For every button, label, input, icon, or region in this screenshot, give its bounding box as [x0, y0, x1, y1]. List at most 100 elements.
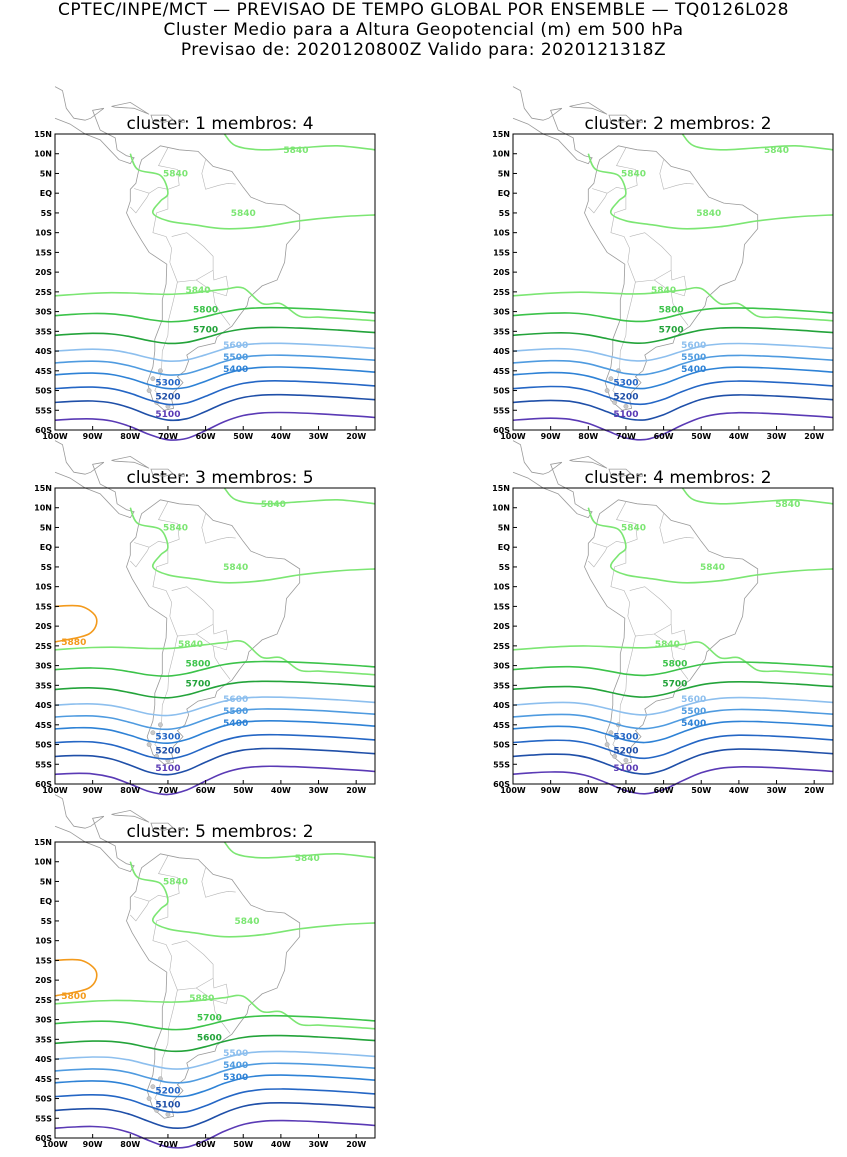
contour-5840-equatorial — [129, 861, 376, 938]
border-line — [154, 989, 178, 1107]
patagonia-islands — [146, 722, 171, 763]
border-line — [612, 635, 636, 753]
lat-tick-label: 30S — [493, 308, 510, 317]
caribbean-island — [569, 101, 608, 115]
border-line — [169, 586, 214, 637]
island — [623, 757, 629, 763]
contour-label: 5100 — [613, 764, 638, 774]
lon-tick-label: 60W — [196, 1140, 216, 1149]
contour-labels: 5840 5840 5840 5840 5880 5800 5700 5600 5500 5400… — [61, 500, 286, 774]
lat-tick-label: 55S — [35, 760, 52, 769]
lat-tick-label: 15N — [34, 484, 52, 493]
contour-label: 5400 — [681, 365, 706, 375]
contour-5700 — [54, 326, 376, 345]
contour-label: 5500 — [681, 353, 706, 363]
border-line — [152, 855, 180, 971]
lon-tick-label: 80W — [578, 786, 598, 795]
contour-label: 5600 — [681, 341, 706, 351]
country-borders — [588, 501, 694, 753]
map-frame — [512, 133, 834, 431]
caribbean-island — [178, 119, 185, 123]
border-line — [670, 624, 687, 642]
central-america-coast — [54, 440, 135, 519]
border-line — [606, 186, 626, 194]
country-borders — [130, 855, 236, 1107]
lat-tick-label: 15S — [493, 602, 510, 611]
contour-5840-south — [512, 641, 834, 676]
border-line — [212, 999, 231, 1034]
border-line — [201, 513, 236, 544]
lat-tick-label: 40S — [35, 347, 52, 356]
lon-tick-label: 30W — [767, 786, 787, 795]
border-line — [212, 291, 231, 326]
contour-5840-north — [223, 133, 376, 151]
contour-5200 — [512, 748, 834, 775]
island — [165, 1111, 171, 1117]
lat-tick-label: EQ — [40, 189, 52, 198]
contour-5800 — [512, 307, 834, 323]
contour-5600 — [54, 696, 376, 717]
contour-label: 5800 — [61, 992, 86, 1002]
contours — [512, 487, 834, 795]
longitude-axis: 100W 90W 80W 70W 60W 50W 40W 30W 20W — [500, 426, 824, 441]
contour-5500 — [512, 708, 834, 730]
lon-tick-label: 20W — [804, 432, 824, 441]
lat-tick-label: 45S — [35, 721, 52, 730]
contours — [54, 133, 376, 441]
contour-5700 — [512, 326, 834, 345]
lon-tick-label: 70W — [158, 786, 178, 795]
lat-tick-label: 35S — [35, 327, 52, 336]
lat-tick-label: 40S — [35, 1055, 52, 1064]
border-line — [201, 867, 236, 898]
lat-tick-label: 20S — [35, 976, 52, 985]
central-america-coast — [512, 440, 593, 519]
lon-tick-label: 80W — [578, 432, 598, 441]
map-background — [513, 488, 833, 784]
lat-tick-label: 15S — [493, 248, 510, 257]
panel-title: cluster: 2 membros: 2 — [584, 114, 772, 134]
contour-label: 5840 — [775, 500, 800, 510]
border-line — [588, 188, 608, 214]
header-title: CPTEC/INPE/MCT — PREVISAO DE TEMPO GLOBA… — [58, 0, 789, 20]
caribbean-island — [150, 822, 175, 831]
contour-label: 5200 — [613, 746, 638, 756]
border-line — [610, 501, 638, 617]
lat-tick-label: 15N — [492, 484, 510, 493]
lat-tick-label: 55S — [35, 406, 52, 415]
border-line — [196, 633, 229, 651]
contour-5840-north — [223, 841, 376, 859]
contour-label: 5880 — [189, 994, 214, 1004]
border-line — [130, 542, 150, 568]
lon-tick-label: 60W — [196, 786, 216, 795]
lat-tick-label: 30S — [35, 308, 52, 317]
lat-tick-label: 10N — [34, 858, 52, 867]
contour-5300 — [54, 1088, 376, 1114]
contour-5840-south — [54, 994, 376, 1030]
lon-tick-label: 60W — [654, 786, 674, 795]
border-line — [148, 540, 168, 548]
border-line — [627, 586, 672, 637]
contour-label: 5840 — [223, 563, 248, 573]
contour-5600 — [512, 342, 834, 362]
contour-5600 — [54, 342, 376, 362]
border-line — [627, 232, 672, 283]
map-frame — [54, 133, 376, 431]
lat-tick-label: 25S — [35, 996, 52, 1005]
lat-tick-label: 10S — [493, 583, 510, 592]
central-america-coast — [54, 794, 135, 873]
contours — [512, 133, 834, 441]
caribbean-island — [178, 473, 185, 477]
lon-tick-label: 80W — [120, 432, 140, 441]
contour-5500 — [512, 354, 834, 376]
contour-label: 5840 — [163, 523, 188, 533]
caribbean-island — [111, 101, 150, 115]
contour-5100 — [54, 1119, 376, 1149]
lat-tick-label: EQ — [40, 897, 52, 906]
contour-label: 5840 — [186, 286, 211, 296]
border-line — [659, 513, 694, 544]
contour-label: 5100 — [613, 410, 638, 420]
lon-tick-label: 80W — [120, 786, 140, 795]
border-line — [670, 645, 689, 680]
contour-5840-south — [54, 286, 376, 322]
contour-label: 5500 — [681, 707, 706, 717]
